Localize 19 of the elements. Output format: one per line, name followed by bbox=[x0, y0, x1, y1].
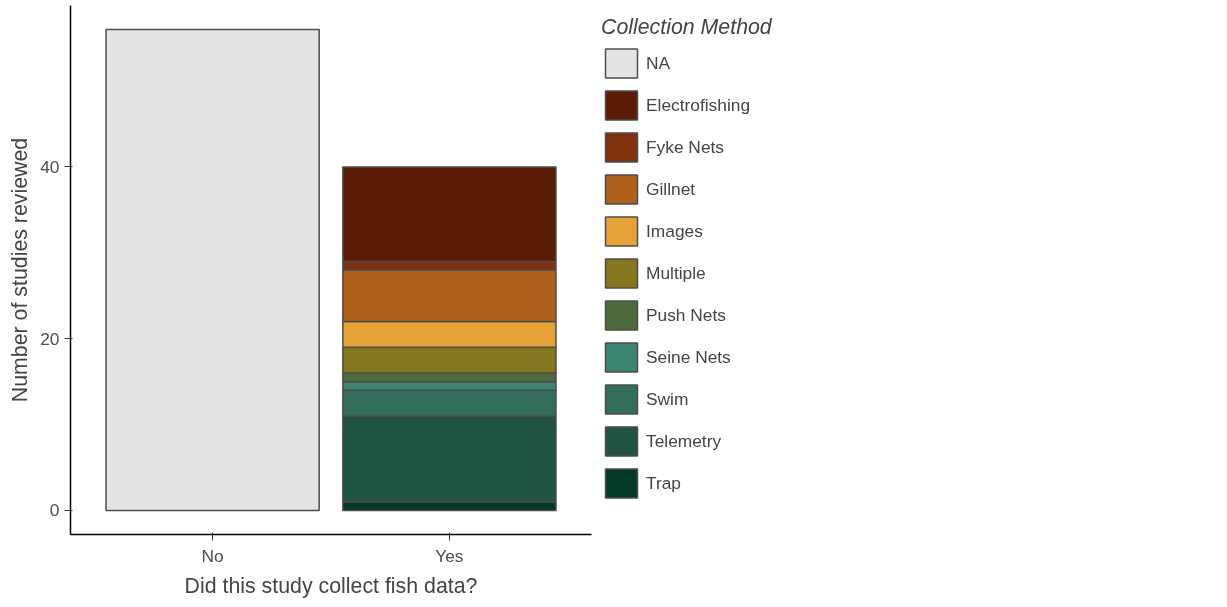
y-axis-title: Number of studies reviewed bbox=[8, 137, 33, 403]
y-tick-label: 20 bbox=[40, 328, 60, 349]
x-tick-label: Yes bbox=[435, 545, 464, 566]
legend-label: Fyke Nets bbox=[646, 136, 724, 158]
x-axis-title: Did this study collect fish data? bbox=[184, 573, 478, 598]
y-tick-label: 0 bbox=[49, 500, 60, 521]
legend-label: Swim bbox=[646, 388, 689, 410]
legend-label: Telemetry bbox=[646, 430, 722, 452]
legend-label: NA bbox=[646, 52, 671, 74]
legend-label: Trap bbox=[646, 472, 681, 494]
y-tick-label: 40 bbox=[40, 156, 60, 177]
legend-label: Electrofishing bbox=[646, 94, 751, 116]
x-tick-label: No bbox=[201, 545, 224, 566]
legend-label: Seine Nets bbox=[646, 346, 731, 368]
legend-label: Push Nets bbox=[646, 304, 726, 326]
legend-title: Collection Method bbox=[601, 15, 772, 40]
legend-label: Multiple bbox=[646, 262, 706, 284]
legend-label: Gillnet bbox=[646, 178, 696, 200]
legend-label: Images bbox=[646, 220, 703, 242]
